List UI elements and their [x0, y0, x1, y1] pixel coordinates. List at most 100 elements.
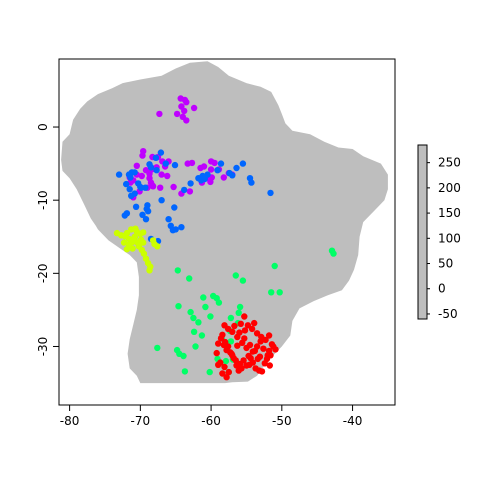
data-point — [183, 99, 190, 106]
x-axis: -80 -70 -60 -50 -40 — [60, 404, 362, 428]
data-point — [187, 180, 194, 187]
data-point — [186, 275, 193, 282]
data-point — [153, 167, 160, 174]
data-point — [181, 107, 188, 115]
data-point — [222, 357, 230, 365]
data-point — [158, 197, 165, 204]
data-point — [206, 368, 213, 376]
data-point — [200, 294, 207, 301]
colorbar-bar — [417, 144, 428, 320]
data-point — [173, 346, 181, 354]
x-tick-label: -70 — [131, 414, 151, 428]
data-point — [175, 303, 182, 310]
data-point — [235, 309, 242, 316]
data-point — [123, 229, 131, 237]
data-point — [133, 162, 140, 169]
data-point — [234, 342, 241, 349]
data-point — [237, 320, 244, 327]
data-point — [217, 160, 225, 167]
data-point — [157, 184, 164, 191]
south-america-map — [61, 61, 388, 384]
data-point — [140, 148, 147, 155]
data-point — [227, 338, 235, 345]
data-point — [188, 159, 196, 167]
data-point — [165, 216, 172, 223]
colorbar-tick-label: 150 — [438, 206, 461, 220]
data-point — [225, 368, 232, 376]
data-point — [248, 325, 256, 333]
data-point — [246, 361, 253, 368]
data-point — [241, 335, 248, 342]
data-point — [146, 267, 153, 274]
data-point — [187, 308, 194, 316]
colorbar-tick-label: 250 — [438, 156, 461, 170]
data-point — [260, 345, 267, 352]
data-point — [147, 164, 155, 171]
x-tick-label: -60 — [201, 414, 221, 428]
data-point — [190, 314, 197, 322]
data-point — [198, 332, 206, 339]
data-point — [239, 277, 247, 284]
y-tick-label: -10 — [36, 190, 50, 210]
data-point — [178, 224, 185, 231]
data-point — [221, 363, 228, 371]
data-point — [223, 346, 230, 354]
data-point — [132, 225, 139, 232]
data-point — [126, 186, 133, 193]
x-tick-label: -80 — [60, 414, 80, 428]
x-tick-label: -50 — [272, 414, 292, 428]
data-point — [204, 171, 211, 178]
data-point — [213, 349, 220, 357]
data-point — [154, 243, 161, 250]
data-point — [144, 208, 152, 215]
data-point — [235, 367, 242, 374]
data-point — [232, 357, 239, 364]
data-point — [267, 189, 274, 197]
data-point — [173, 110, 181, 118]
data-point — [170, 183, 177, 191]
data-point — [228, 350, 235, 357]
data-point — [219, 370, 226, 377]
data-point — [152, 154, 160, 161]
data-point — [190, 328, 198, 335]
data-point — [215, 361, 222, 368]
land-area — [61, 61, 388, 384]
data-point — [140, 239, 147, 246]
data-point — [142, 216, 150, 223]
data-point — [131, 190, 138, 197]
data-point — [233, 164, 240, 172]
data-point — [215, 340, 222, 347]
data-point — [131, 169, 138, 176]
data-point — [195, 319, 202, 326]
colorbar-tick-label: 0 — [438, 282, 446, 296]
data-point — [247, 355, 254, 362]
data-point — [192, 343, 199, 350]
data-point — [261, 360, 268, 367]
data-point — [241, 313, 248, 320]
data-point — [156, 110, 163, 118]
data-point — [121, 212, 128, 219]
data-point — [132, 203, 140, 210]
data-point — [202, 303, 209, 311]
data-point — [129, 245, 136, 252]
data-point — [246, 341, 254, 349]
data-point — [140, 250, 148, 257]
data-point — [131, 233, 138, 240]
colorbar-legend: 250 200 150 100 50 0 -50 — [417, 144, 461, 321]
data-point — [262, 336, 269, 344]
data-point — [220, 174, 227, 181]
data-point — [236, 303, 244, 311]
data-point — [220, 341, 227, 349]
data-point — [270, 343, 277, 350]
data-point — [174, 267, 181, 274]
data-point — [236, 329, 243, 336]
data-point — [227, 314, 235, 322]
data-point — [276, 289, 283, 296]
colorbar-tick-label: 100 — [438, 231, 461, 245]
data-point — [330, 250, 337, 257]
data-point — [164, 172, 171, 180]
data-point — [256, 353, 264, 360]
data-point — [200, 163, 208, 170]
data-point — [253, 330, 261, 337]
data-point — [207, 158, 215, 165]
